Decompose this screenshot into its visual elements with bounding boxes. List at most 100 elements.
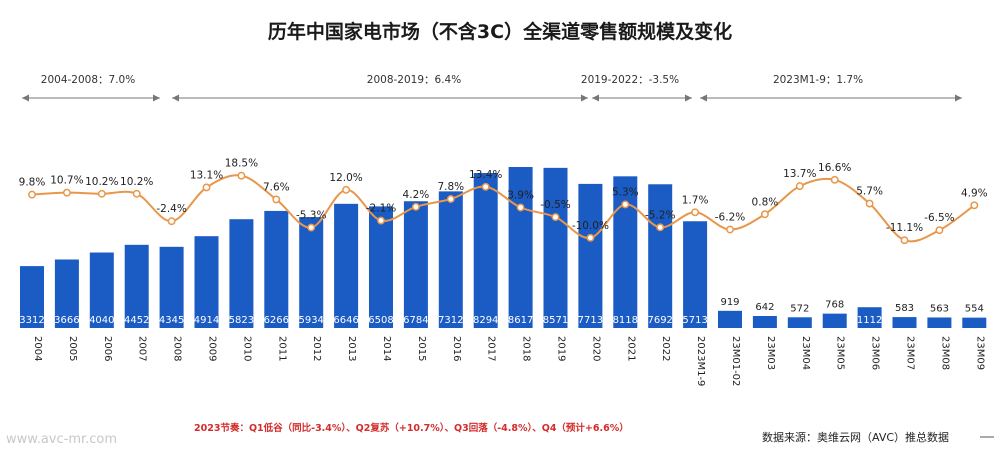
growth-label: 13.1% bbox=[190, 169, 223, 181]
period-label-2004-2008: 2004-2008：7.0% bbox=[41, 74, 135, 86]
growth-label: -0.5% bbox=[540, 199, 570, 211]
bars-group: 3312 3666 4040 4452 4345 4914 5823 6266 5934 6646… bbox=[19, 167, 987, 328]
growth-label: 13.4% bbox=[469, 169, 502, 181]
bar-23M09 bbox=[962, 317, 987, 328]
x-tick-label: 23M01-02 bbox=[730, 336, 741, 386]
bar-2012 bbox=[299, 217, 324, 328]
bar-2005 bbox=[54, 259, 79, 328]
bar-2008 bbox=[159, 246, 184, 328]
period-label-2019-2022: 2019-2022：-3.5% bbox=[581, 74, 679, 86]
growth-label: 4.2% bbox=[403, 189, 430, 201]
x-tick-label: 2011 bbox=[276, 336, 287, 361]
x-tick-label: 2014 bbox=[381, 336, 392, 361]
bar-value-label: 8118 bbox=[613, 315, 638, 326]
x-tick-label: 23M06 bbox=[870, 336, 881, 370]
bar-value-label: 563 bbox=[930, 303, 949, 314]
growth-label: 12.0% bbox=[329, 172, 362, 184]
growth-label: -11.1% bbox=[886, 222, 923, 234]
growth-point-2012 bbox=[307, 223, 316, 232]
growth-label: 18.5% bbox=[225, 158, 258, 170]
growth-label: -2.1% bbox=[366, 203, 396, 215]
growth-label: 10.2% bbox=[120, 176, 153, 188]
bar-value-label: 4345 bbox=[159, 315, 184, 326]
growth-point-2021 bbox=[621, 200, 630, 209]
growth-point-2006 bbox=[97, 189, 106, 198]
growth-label: 10.7% bbox=[50, 175, 83, 187]
bar-2014 bbox=[369, 206, 393, 328]
bar-value-label: 554 bbox=[965, 304, 984, 315]
growth-line bbox=[31, 174, 975, 243]
bar-23M01-02 bbox=[718, 310, 742, 328]
growth-line-group: 9.8% 10.7% 10.2% 10.2%-2.4%13.1%18.5%7.6%-5… bbox=[19, 158, 988, 245]
x-tick-label: 23M08 bbox=[939, 336, 950, 370]
bar-value-label: 4040 bbox=[89, 315, 114, 326]
x-tick-label: 2009 bbox=[207, 336, 218, 361]
chart-title: 历年中国家电市场（不含3C）全渠道零售额规模及变化 bbox=[268, 20, 732, 43]
x-tick-label: 2013 bbox=[346, 336, 357, 361]
growth-point-2011 bbox=[272, 195, 281, 204]
bar-value-label: 8617 bbox=[508, 315, 533, 326]
growth-point-2023M1-9 bbox=[691, 208, 700, 217]
bar-value-label: 5713 bbox=[682, 315, 707, 326]
growth-point-23M03 bbox=[760, 210, 769, 219]
footer-note: 2023节奏：Q1低谷（同比-3.4%）、Q2复苏（+10.7%）、Q3回落（-… bbox=[194, 422, 629, 434]
bar-23M05 bbox=[822, 313, 847, 328]
bar-value-label: 3666 bbox=[54, 315, 79, 326]
growth-label: 3.9% bbox=[507, 189, 534, 201]
growth-point-2014 bbox=[377, 216, 385, 225]
growth-point-23M01-02 bbox=[726, 225, 734, 234]
bar-2009 bbox=[194, 236, 219, 328]
x-tick-label: 2019 bbox=[556, 336, 567, 361]
bar-23M07 bbox=[892, 317, 917, 328]
bar-2006 bbox=[89, 252, 114, 328]
x-tick-label: 23M05 bbox=[835, 336, 846, 370]
growth-point-2016 bbox=[446, 195, 455, 203]
x-tick-label: 23M07 bbox=[905, 336, 916, 370]
growth-label: -2.4% bbox=[156, 203, 186, 215]
bar-value-label: 8294 bbox=[473, 315, 498, 326]
period-arrows: 2004-2008：7.0% 2008-2019：6.4% 2019-2022：… bbox=[22, 74, 962, 102]
x-tick-label: 2006 bbox=[102, 336, 113, 361]
growth-point-2005 bbox=[62, 188, 71, 197]
growth-point-2015 bbox=[411, 202, 420, 211]
growth-label: 0.8% bbox=[752, 196, 779, 208]
growth-point-2004 bbox=[28, 190, 36, 199]
bar-2020 bbox=[578, 183, 603, 328]
growth-point-2010 bbox=[237, 171, 246, 180]
x-tick-label: 23M04 bbox=[800, 336, 811, 370]
bar-2021 bbox=[613, 176, 638, 328]
growth-label: -6.2% bbox=[715, 212, 745, 224]
x-tick-label: 2016 bbox=[451, 336, 462, 361]
growth-point-23M06 bbox=[865, 199, 874, 208]
bar-2015 bbox=[403, 201, 428, 328]
data-source: 数据来源：奥维云网（AVC）推总数据 bbox=[762, 430, 949, 444]
x-tick-label: 2010 bbox=[241, 336, 252, 361]
growth-point-23M04 bbox=[795, 182, 804, 191]
bar-value-label: 5934 bbox=[298, 315, 323, 326]
growth-point-2009 bbox=[202, 183, 211, 192]
bar-2007 bbox=[124, 244, 149, 328]
bar-value-label: 583 bbox=[895, 303, 914, 314]
growth-label: 7.6% bbox=[263, 181, 290, 193]
growth-point-23M07 bbox=[900, 236, 909, 245]
x-tick-label: 2020 bbox=[590, 336, 601, 361]
growth-label: -6.5% bbox=[924, 212, 954, 224]
bar-value-label: 7692 bbox=[647, 315, 672, 326]
bar-value-label: 4914 bbox=[194, 315, 219, 326]
growth-label: -10.0% bbox=[572, 220, 609, 232]
growth-point-2017 bbox=[481, 182, 490, 191]
bar-2016 bbox=[438, 191, 463, 328]
bar-2018 bbox=[508, 167, 533, 328]
bar-value-label: 8571 bbox=[543, 315, 568, 326]
growth-label: 16.6% bbox=[818, 162, 851, 174]
x-tick-label: 2007 bbox=[137, 336, 148, 361]
growth-label: 9.8% bbox=[19, 177, 46, 189]
x-tick-label: 23M09 bbox=[974, 336, 985, 370]
x-tick-label: 2012 bbox=[311, 336, 322, 361]
growth-label: -5.2% bbox=[645, 209, 675, 221]
period-label-2008-2019: 2008-2019：6.4% bbox=[367, 74, 461, 86]
bar-23M08 bbox=[927, 317, 952, 328]
bar-23M04 bbox=[787, 317, 812, 328]
growth-label: 5.3% bbox=[612, 186, 639, 198]
